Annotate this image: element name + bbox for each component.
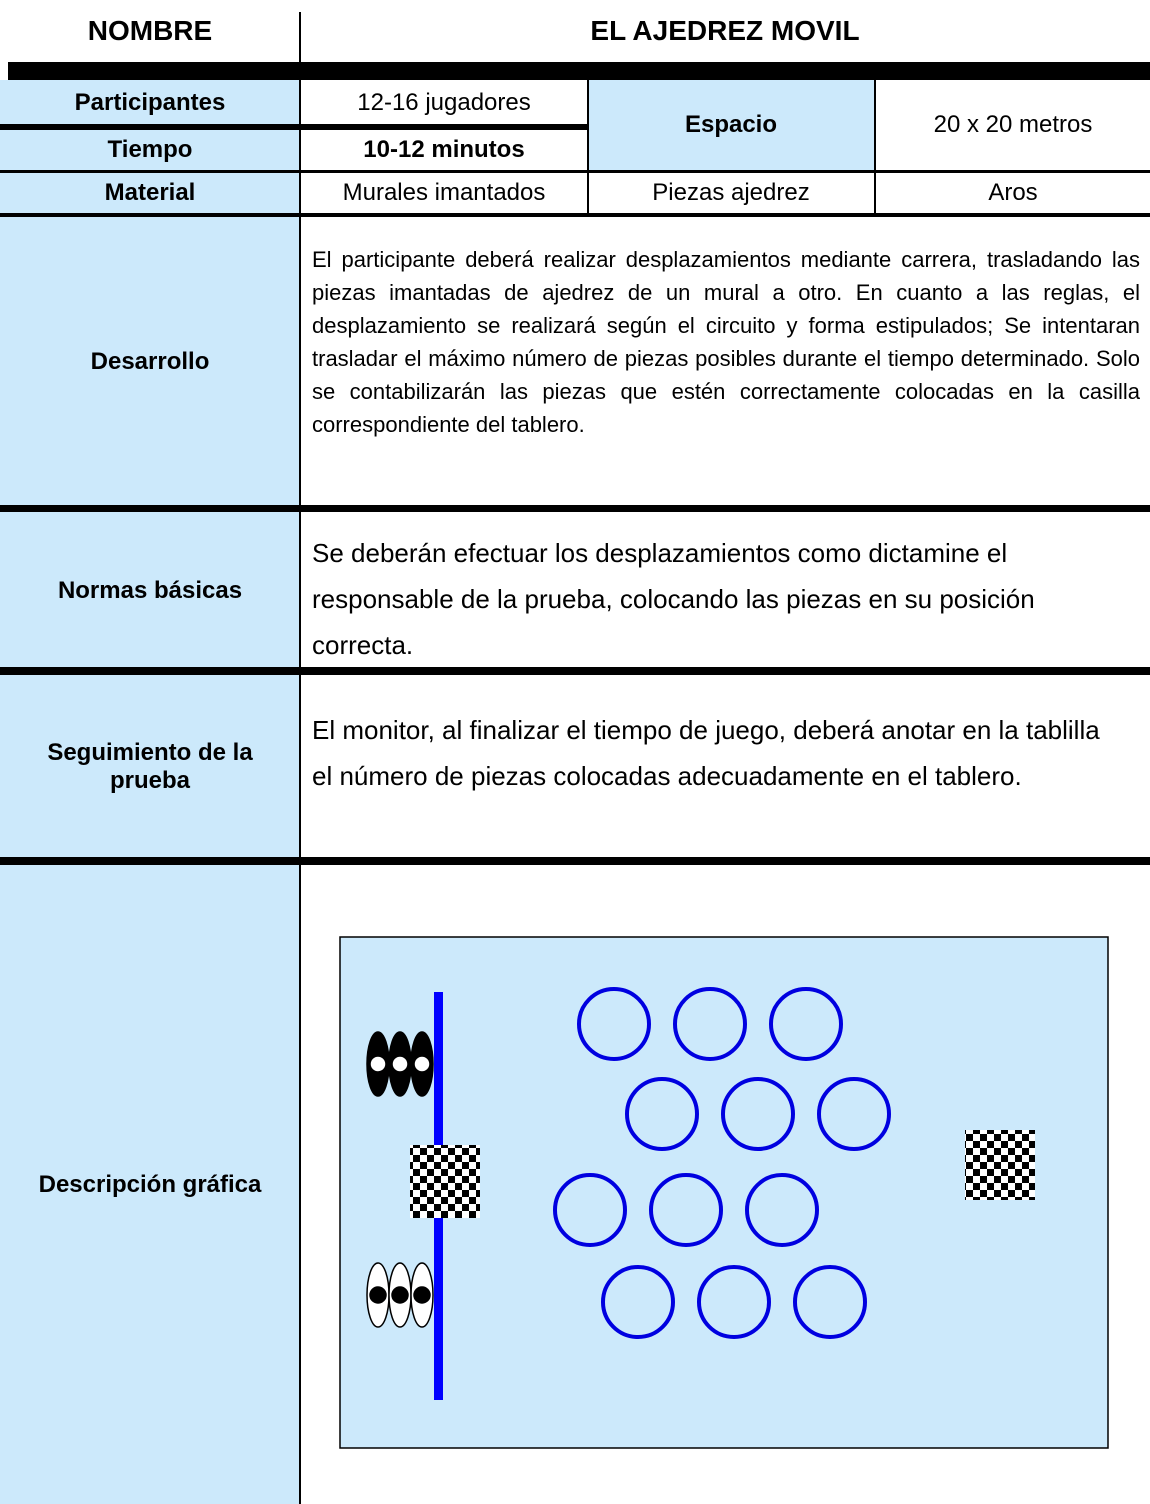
separator bbox=[0, 667, 1150, 675]
label: Normas básicas bbox=[0, 512, 300, 669]
value: 12-16 jugadores bbox=[357, 89, 531, 116]
value: Murales imantados bbox=[342, 179, 546, 206]
divider bbox=[299, 80, 301, 1504]
divider bbox=[299, 12, 301, 62]
label: Material bbox=[0, 173, 300, 213]
label: Espacio bbox=[588, 80, 874, 170]
header-label: NOMBRE bbox=[87, 15, 213, 46]
label: Descripción gráfica bbox=[0, 865, 300, 1504]
description-text: El participante deberá realizar desplaza… bbox=[312, 247, 1140, 437]
separator bbox=[8, 62, 1150, 80]
label: Desarrollo bbox=[0, 217, 300, 507]
separator bbox=[0, 857, 1150, 865]
separator bbox=[0, 170, 1150, 173]
separator bbox=[0, 124, 587, 130]
tracking-text: El monitor, al finalizar el tiempo de ju… bbox=[312, 715, 1100, 791]
hoops bbox=[553, 987, 891, 1339]
header-title: EL AJEDREZ MOVIL bbox=[590, 15, 860, 46]
separator bbox=[0, 505, 1150, 512]
label: Seguimiento de la prueba bbox=[0, 675, 300, 858]
black-pieces bbox=[366, 1031, 434, 1097]
white-pieces bbox=[366, 1262, 434, 1328]
board bbox=[410, 1145, 480, 1218]
value: Piezas ajedrez bbox=[652, 179, 810, 206]
value: 20 x 20 metros bbox=[933, 111, 1093, 138]
value: Aros bbox=[988, 179, 1038, 206]
label: Participantes bbox=[0, 80, 300, 126]
rules-text: Se deberán efectuar los desplazamientos … bbox=[312, 538, 1035, 660]
divider bbox=[874, 80, 876, 213]
divider bbox=[587, 80, 589, 213]
board bbox=[965, 1130, 1035, 1200]
separator bbox=[0, 213, 1150, 217]
label: Tiempo bbox=[0, 130, 300, 170]
value: 10-12 minutos bbox=[363, 136, 525, 163]
